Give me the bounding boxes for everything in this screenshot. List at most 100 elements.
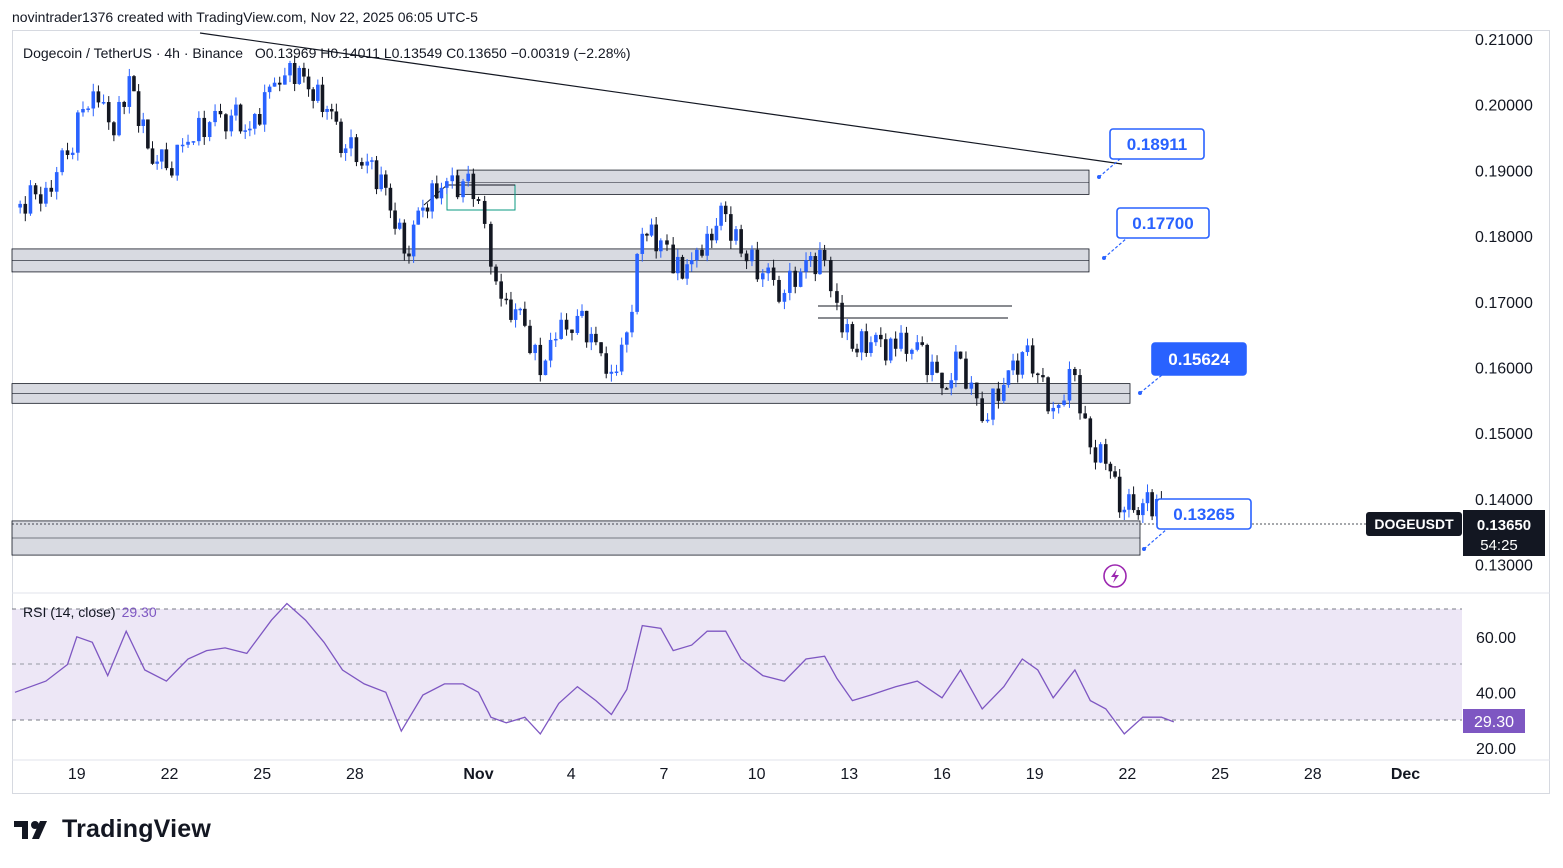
- alert-icon[interactable]: [1103, 564, 1127, 588]
- support-resistance-zones[interactable]: [11, 169, 1141, 556]
- candle-body: [96, 91, 101, 103]
- candle-body: [349, 137, 353, 149]
- candle-body: [954, 351, 958, 381]
- candle-body: [734, 229, 738, 241]
- time-tick-label: 22: [161, 766, 179, 783]
- symbol-legend[interactable]: Dogecoin / TetherUS · 4h · Binance O0.13…: [23, 45, 631, 61]
- rsi-tick-label: 40.00: [1476, 685, 1516, 702]
- candle-body: [1141, 503, 1145, 516]
- candle-body: [343, 148, 348, 153]
- candle-body: [548, 339, 553, 361]
- rsi-tick-label: 60.00: [1476, 630, 1516, 647]
- candle-body: [974, 382, 979, 399]
- candle-body: [23, 203, 28, 214]
- candle-body: [709, 233, 714, 241]
- candle-body: [320, 84, 325, 112]
- candle-body: [81, 108, 85, 113]
- candle-body: [671, 244, 675, 274]
- candle-body: [388, 187, 393, 211]
- trendlines[interactable]: [12, 32, 1462, 525]
- candle-body: [86, 108, 90, 110]
- candle-body: [482, 200, 487, 224]
- candle-body: [164, 149, 169, 169]
- candle-body: [112, 122, 116, 136]
- price-axis[interactable]: 0.21000 0.20000 0.19000 0.18000 0.17000 0.160…: [1475, 32, 1533, 575]
- candle-body: [1073, 368, 1077, 376]
- candle-body: [1127, 494, 1131, 510]
- candle-body: [234, 104, 238, 116]
- candle-body: [589, 333, 594, 343]
- candle-body: [559, 319, 563, 339]
- candle-body: [635, 253, 639, 312]
- candle-body: [614, 371, 619, 374]
- candle-body: [175, 144, 180, 176]
- candle-body: [180, 144, 185, 147]
- candle-body: [311, 89, 315, 101]
- candle-body: [570, 329, 574, 333]
- last-price-box: [1463, 510, 1545, 556]
- candle-body: [822, 249, 827, 261]
- rsi-axis: 60.00 40.00 20.00: [1476, 630, 1516, 758]
- candle-body: [523, 308, 527, 326]
- candle-body: [91, 91, 96, 109]
- candle-body: [980, 398, 984, 422]
- candle-body: [1136, 510, 1141, 516]
- candle-body: [640, 233, 645, 254]
- candle-body: [864, 331, 869, 353]
- rsi-legend[interactable]: RSI (14, close) 29.30: [23, 604, 157, 620]
- time-tick-label: 25: [1211, 766, 1229, 783]
- candle-body: [744, 253, 749, 262]
- time-axis[interactable]: 19 22 25 28 Nov 4 7 10 13 16 19 22 25 28 Dec: [68, 766, 1420, 783]
- candle-body: [604, 353, 609, 374]
- callout-anchor: [1097, 175, 1101, 179]
- candle-body: [899, 332, 903, 349]
- price-callout-box[interactable]: [1156, 498, 1252, 530]
- candle-body: [509, 299, 513, 320]
- candle-body: [940, 372, 944, 389]
- price-callout-box[interactable]: [1109, 128, 1205, 160]
- candle-body: [494, 266, 498, 282]
- candle-body: [723, 205, 728, 215]
- rsi-label: RSI (14, close): [23, 604, 116, 620]
- candle-body: [132, 76, 136, 92]
- time-tick-label: 13: [840, 766, 858, 783]
- candle-body: [262, 92, 267, 125]
- candle-body: [580, 310, 584, 316]
- candle-body: [685, 264, 689, 279]
- candle-body: [969, 382, 974, 389]
- candle-body: [122, 101, 126, 107]
- price-callout-label: 0.13265: [1173, 505, 1234, 524]
- candle-body: [430, 183, 434, 212]
- candle-body: [840, 302, 844, 333]
- candle-body: [370, 160, 374, 162]
- candle-body: [297, 67, 302, 84]
- candle-body: [450, 175, 455, 182]
- candle-body: [434, 183, 439, 199]
- price-callout-box[interactable]: [1116, 207, 1210, 239]
- candle-body: [76, 112, 80, 153]
- candle-body: [466, 173, 470, 182]
- candle-body: [127, 76, 132, 107]
- candle-body: [1051, 407, 1056, 412]
- time-tick-label: 28: [1304, 766, 1322, 783]
- price-callout-box[interactable]: [1151, 342, 1247, 376]
- candle-body: [397, 222, 402, 229]
- candle-body: [700, 249, 704, 256]
- candle-body: [528, 325, 532, 354]
- price-tick-label: 0.14000: [1475, 492, 1533, 509]
- candle-body: [788, 270, 792, 293]
- candle-body: [991, 388, 995, 420]
- candle-body: [267, 86, 272, 93]
- candle-body: [518, 308, 523, 311]
- candle-body: [935, 361, 939, 373]
- price-callouts[interactable]: 0.18911 0.17700 0.15624 0.13265: [1097, 128, 1252, 551]
- candle-body: [915, 342, 920, 350]
- tradingview-logo[interactable]: TradingView: [14, 815, 211, 844]
- candle-body: [782, 292, 787, 302]
- candle-body: [33, 185, 38, 195]
- candle-body: [411, 224, 416, 257]
- candle-body: [159, 149, 164, 162]
- candle-body: [619, 344, 624, 372]
- candle-body: [920, 342, 925, 345]
